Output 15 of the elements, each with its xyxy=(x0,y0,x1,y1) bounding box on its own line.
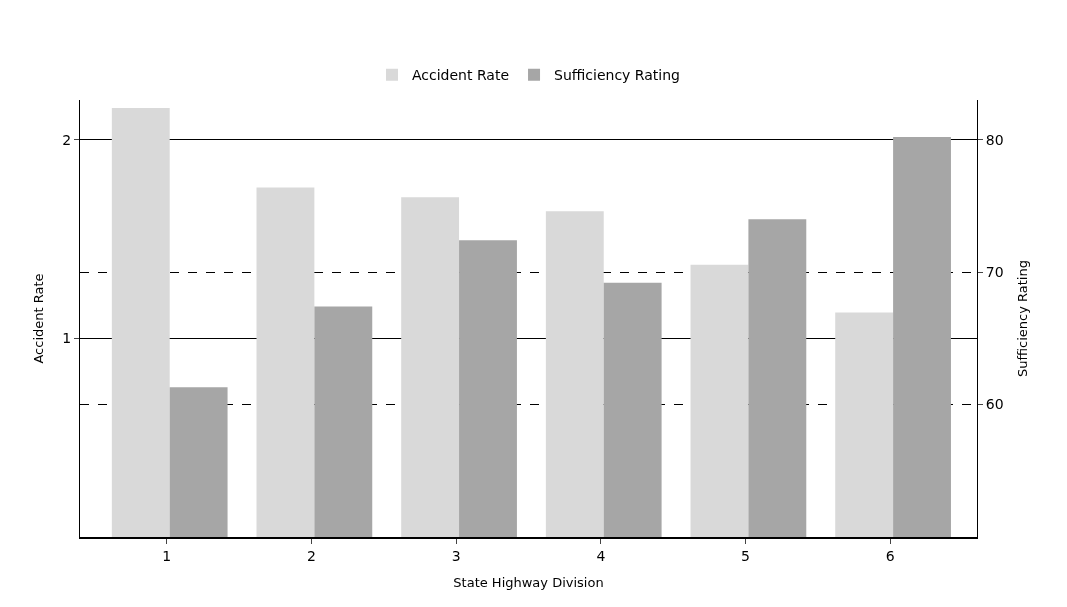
bar xyxy=(111,107,170,537)
legend-label: Sufficiency Rating xyxy=(554,67,680,84)
x-axis-title: State Highway Division xyxy=(453,574,604,590)
legend-label: Accident Rate xyxy=(412,67,510,84)
y-axis-title: Accident Rate xyxy=(31,273,47,364)
y2-tick-label: 60 xyxy=(985,396,1004,413)
y2-tick-label: 80 xyxy=(985,131,1004,148)
x-tick-label: 5 xyxy=(741,547,750,564)
y2-tick-label: 70 xyxy=(985,264,1004,281)
y2-axis-title: Sufficiency Rating xyxy=(1015,260,1031,377)
x-tick-label: 3 xyxy=(451,547,461,564)
x-tick-label: 4 xyxy=(596,547,606,564)
x-tick-label: 2 xyxy=(307,547,316,564)
x-tick-label: 6 xyxy=(885,547,895,564)
x-tick-label: 1 xyxy=(162,547,172,564)
